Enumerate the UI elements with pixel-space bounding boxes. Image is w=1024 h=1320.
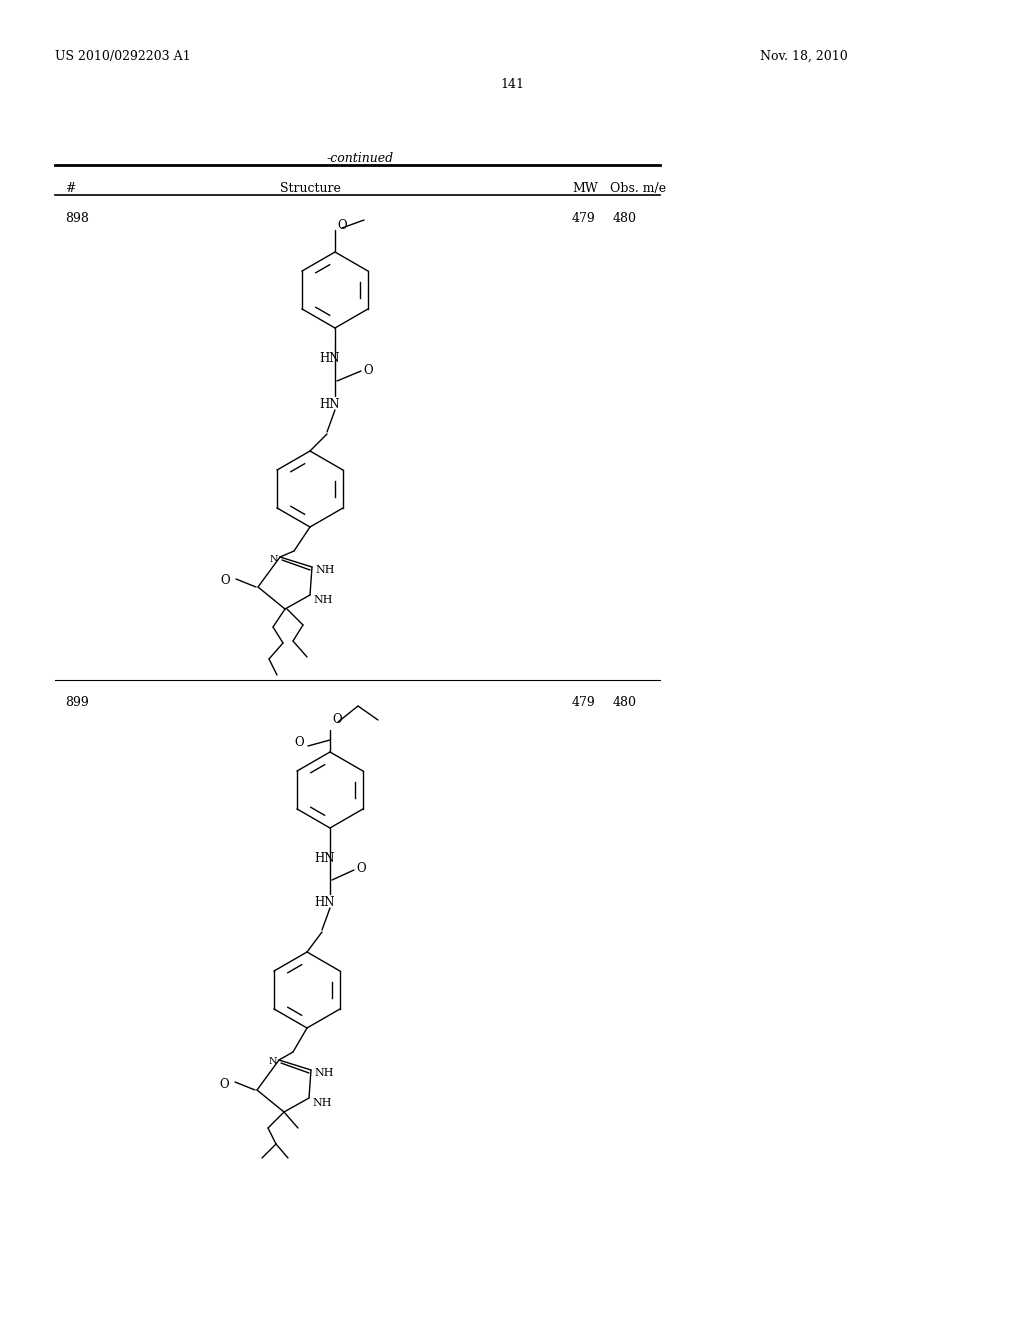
- Text: O: O: [220, 574, 229, 587]
- Text: O: O: [219, 1077, 228, 1090]
- Text: NH: NH: [315, 565, 335, 576]
- Text: 141: 141: [500, 78, 524, 91]
- Text: HN: HN: [314, 896, 335, 909]
- Text: O: O: [362, 363, 373, 376]
- Text: HN: HN: [314, 851, 335, 865]
- Text: 479: 479: [572, 213, 596, 224]
- Text: 899: 899: [65, 696, 89, 709]
- Text: 480: 480: [613, 696, 637, 709]
- Text: HN: HN: [319, 352, 340, 366]
- Text: N: N: [269, 1057, 278, 1067]
- Text: NH: NH: [314, 1068, 334, 1078]
- Text: HN: HN: [319, 399, 340, 411]
- Text: NH: NH: [312, 1098, 332, 1107]
- Text: 479: 479: [572, 696, 596, 709]
- Text: -continued: -continued: [327, 152, 393, 165]
- Text: O: O: [294, 737, 304, 750]
- Text: Nov. 18, 2010: Nov. 18, 2010: [760, 50, 848, 63]
- Text: 898: 898: [65, 213, 89, 224]
- Text: N: N: [270, 554, 279, 564]
- Text: 480: 480: [613, 213, 637, 224]
- Text: NH: NH: [313, 595, 333, 605]
- Text: O: O: [356, 862, 366, 875]
- Text: MW: MW: [572, 182, 598, 195]
- Text: Obs. m/e: Obs. m/e: [610, 182, 667, 195]
- Text: US 2010/0292203 A1: US 2010/0292203 A1: [55, 50, 190, 63]
- Text: O: O: [337, 219, 347, 232]
- Text: O: O: [332, 713, 342, 726]
- Text: Structure: Structure: [280, 182, 340, 195]
- Text: #: #: [65, 182, 76, 195]
